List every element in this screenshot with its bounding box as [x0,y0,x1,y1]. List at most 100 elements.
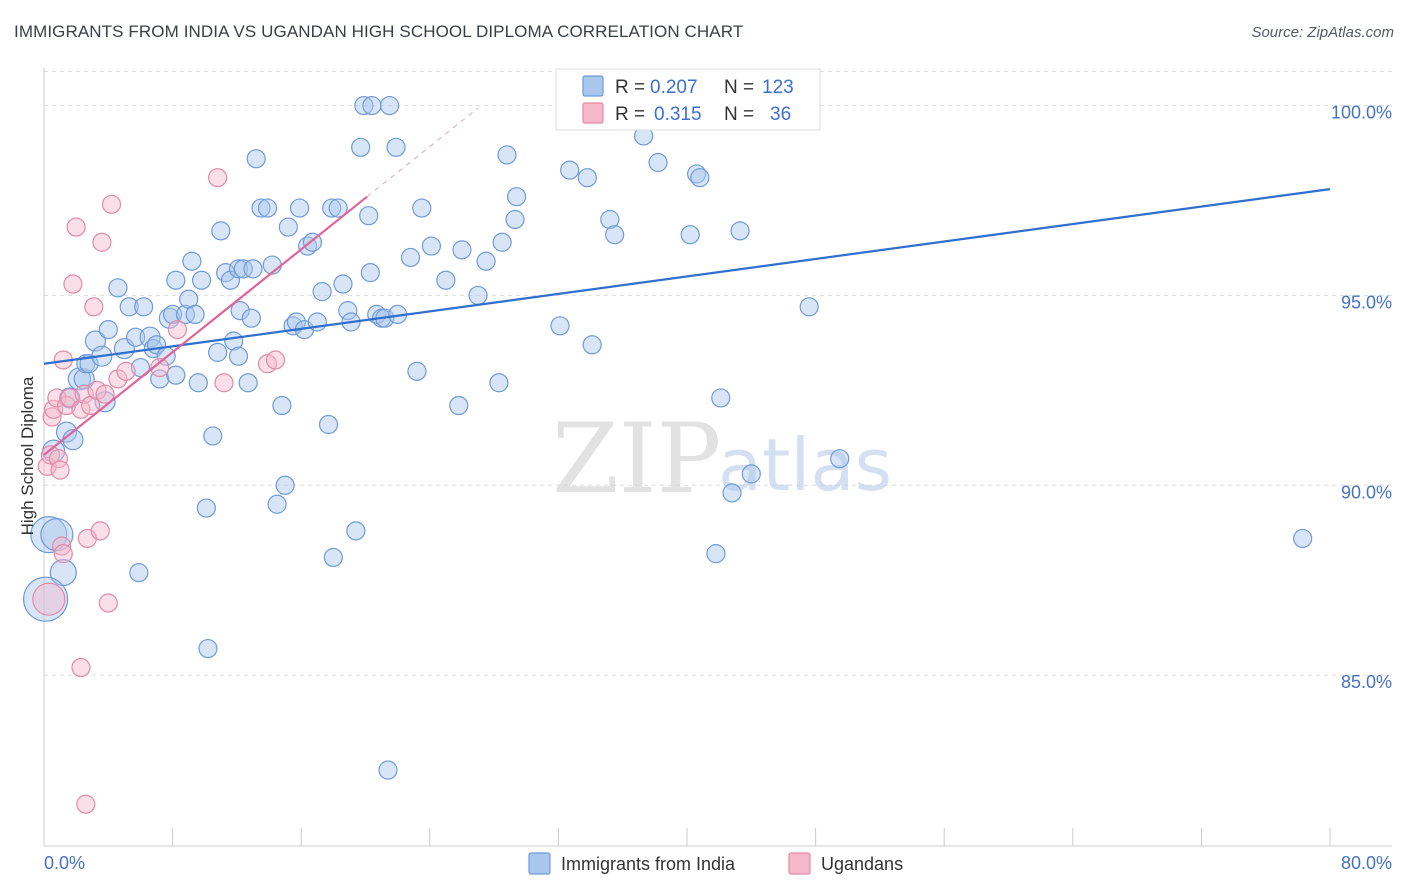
bottom-legend-label-india: Immigrants from India [561,854,736,874]
india-point [362,95,382,116]
india-point [175,304,196,325]
watermark: ZIP atlas [552,403,892,515]
uganda-point [95,384,115,404]
india-point [489,373,509,393]
chart-title: IMMIGRANTS FROM INDIA VS UGANDAN HIGH SC… [14,22,744,41]
india-point [286,312,306,332]
uganda-point [92,232,112,252]
uganda-point [84,297,104,317]
india-point [166,270,186,290]
india-point [203,426,223,446]
india-point [338,301,358,321]
india-point [23,576,69,622]
india-point [386,137,406,157]
uganda-point [98,593,118,613]
watermark-zip: ZIP [552,403,721,515]
india-point [188,373,208,393]
legend-r-label-uganda: R = [615,104,645,125]
india-point [182,251,202,271]
uganda-point [74,384,94,404]
india-point [278,217,298,237]
india-point [208,342,228,362]
legend-n-label-uganda: N = [724,104,754,125]
india-point [40,518,74,552]
india-point [275,475,295,495]
india-point [600,209,620,230]
india-point [191,270,212,290]
legend-n-value-india: 123 [762,77,794,98]
india-point [351,137,371,157]
india-point [378,760,398,780]
india-point [400,247,421,268]
y-tick-labels: 85.0% 90.0% 95.0% 100.0% [1331,103,1392,693]
india-point [228,346,249,366]
india-point [1293,528,1313,549]
bottom-legend-label-uganda: Ugandans [821,854,903,874]
legend-r-value-uganda: 0.315 [654,104,702,125]
india-point [139,326,161,348]
uganda-point [32,582,66,616]
uganda-point [108,369,128,389]
india-point [220,270,241,290]
india-point [421,236,442,256]
india-point [706,544,726,564]
india-point [323,547,343,568]
india-point [360,263,380,283]
trend-lines [43,107,1331,456]
uganda-point [53,544,73,564]
india-point [582,335,602,355]
legend-r-value-india: 0.207 [650,77,698,98]
grid-layer [44,70,1392,676]
india-point [354,95,374,116]
india-point [505,209,525,230]
india-point [98,319,118,340]
bottom-legend-swatch-uganda [788,852,811,875]
india-point [328,198,348,218]
uganda-point [214,373,234,393]
india-point [577,168,597,188]
x-tick-label-min: 0.0% [44,853,85,873]
india-point [449,395,469,416]
uganda-point [37,456,57,476]
uganda-point [66,217,86,237]
uganda-point [116,361,136,381]
india-point [680,225,700,245]
india-point [318,414,339,435]
bottom-legend: Immigrants from India Ugandans [528,852,903,875]
uganda-trend-line [43,195,368,456]
india-point [497,145,517,165]
india-point [238,373,258,393]
india-point [550,316,570,336]
india-point [272,395,292,416]
india-point [492,232,512,252]
india-point [150,369,170,389]
uganda-trend-extension [366,107,479,198]
india-point [267,494,287,514]
y-tick-label: 95.0% [1341,292,1392,312]
uganda-point [71,657,91,678]
india-point [380,95,400,116]
uganda-point [50,460,70,480]
uganda-point [52,536,72,556]
india-point [312,282,332,302]
india-point [30,516,68,554]
legend-box: R = 0.207 N = 123 R = 0.315 N = 36 [555,68,821,131]
uganda-point [44,399,64,419]
uganda-point [101,194,122,214]
india-point [711,388,731,408]
legend-r-label-india: R = [615,77,645,98]
india-point [605,225,625,245]
india-point [730,221,750,241]
india-point [233,259,253,279]
india-point [648,152,668,173]
bottom-legend-swatch-india [528,852,551,875]
india-point [243,259,263,279]
uganda-point [63,274,83,294]
uganda-point [265,350,286,370]
india-point [230,301,250,321]
india-trend-line [43,188,1331,365]
watermark-atlas: atlas [718,423,892,507]
india-point [126,327,146,347]
india-point [333,274,353,294]
india-point [289,198,310,218]
